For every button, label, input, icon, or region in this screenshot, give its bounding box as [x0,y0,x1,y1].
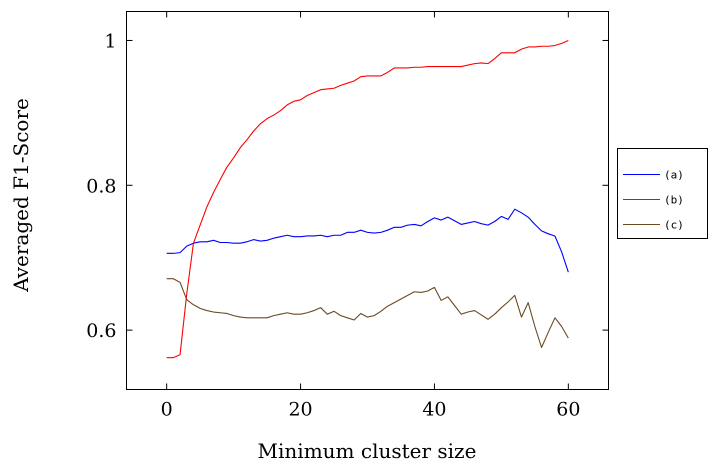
plot-frame [126,11,609,390]
x-tick-label: 0 [161,399,173,421]
y-tick-label: 1 [104,30,116,52]
legend-label-1: (b) [664,194,684,207]
y-tick-label: 0.6 [86,320,116,342]
y-axis-ticks: 0.6 0.8 1 [86,30,609,342]
series-line-1 [166,39,569,359]
x-tick-label: 40 [422,399,446,421]
series-line-0 [166,208,569,273]
legend-label-0: (a) [664,169,684,182]
legend: (a) (b) (c) [617,148,708,239]
x-axis-ticks: 0 20 40 60 [161,11,580,421]
y-axis-label: Averaged F1-Score [9,98,33,293]
series-line-2 [166,278,569,349]
legend-box [617,148,708,239]
legend-label-2: (c) [664,219,684,232]
x-tick-label: 20 [288,399,312,421]
series-lines [166,39,569,359]
x-tick-label: 60 [556,399,580,421]
y-tick-label: 0.8 [86,175,116,197]
x-axis-label: Minimum cluster size [258,439,477,463]
